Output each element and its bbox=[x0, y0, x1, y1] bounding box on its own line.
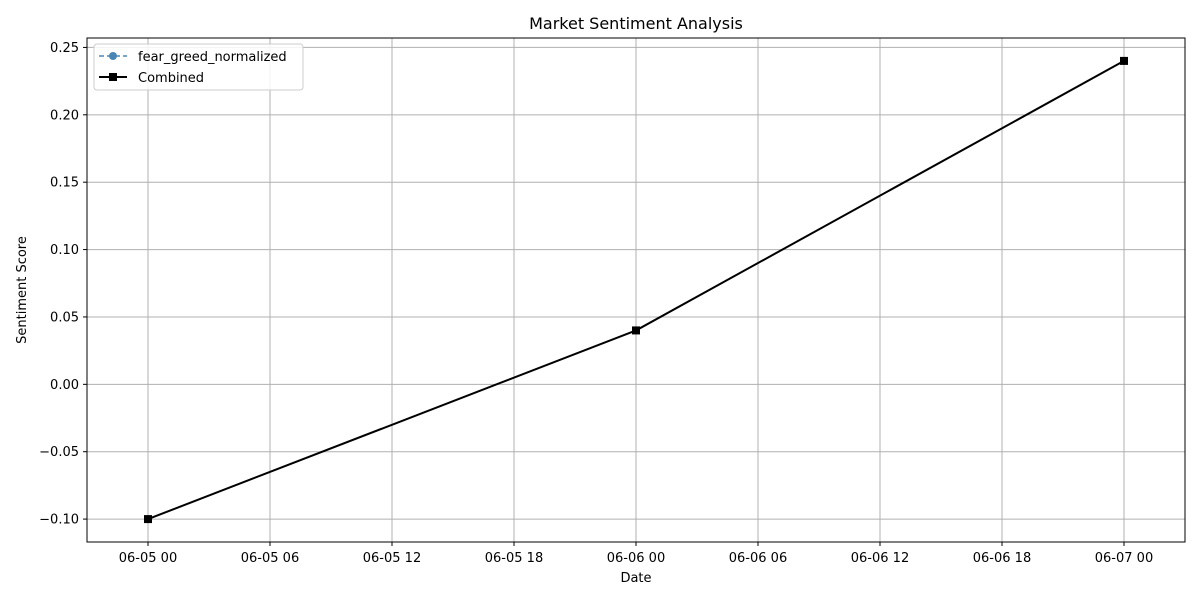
y-axis: −0.10 −0.05 0.00 0.05 0.10 0.15 0.20 0.25 bbox=[39, 41, 87, 528]
grid bbox=[87, 38, 1185, 542]
x-tick-label: 06-06 00 bbox=[607, 551, 665, 566]
x-tick-label: 06-05 18 bbox=[485, 551, 543, 566]
y-tick-label: 0.05 bbox=[50, 310, 79, 325]
y-tick-label: 0.25 bbox=[50, 41, 79, 56]
chart-title: Market Sentiment Analysis bbox=[529, 14, 743, 33]
x-axis-title: Date bbox=[620, 571, 651, 586]
legend-label-combined: Combined bbox=[138, 71, 204, 86]
x-tick-label: 06-06 12 bbox=[851, 551, 909, 566]
x-tick-label: 06-06 18 bbox=[973, 551, 1031, 566]
x-tick-label: 06-06 06 bbox=[729, 551, 787, 566]
y-axis-title: Sentiment Score bbox=[15, 236, 30, 344]
legend-marker-combined bbox=[109, 73, 117, 81]
y-tick-label: 0.00 bbox=[50, 378, 79, 393]
legend: fear_greed_normalized Combined bbox=[93, 43, 304, 91]
series-layer bbox=[144, 56, 1128, 524]
legend-box bbox=[93, 43, 304, 91]
x-tick-label: 06-05 12 bbox=[363, 551, 421, 566]
x-axis: 06-05 00 06-05 06 06-05 12 06-05 18 06-06 00… bbox=[119, 542, 1153, 566]
y-tick-label: 0.15 bbox=[50, 176, 79, 191]
x-tick-label: 06-07 00 bbox=[1095, 551, 1153, 566]
legend-label-fear-greed: fear_greed_normalized bbox=[138, 50, 287, 65]
y-tick-label: −0.05 bbox=[39, 445, 79, 460]
data-point bbox=[1120, 56, 1128, 65]
data-point bbox=[144, 515, 152, 524]
y-tick-label: 0.10 bbox=[50, 243, 79, 258]
data-point bbox=[632, 326, 640, 335]
legend-marker-fear-greed bbox=[109, 52, 117, 60]
x-tick-label: 06-05 06 bbox=[241, 551, 299, 566]
y-tick-label: 0.20 bbox=[50, 108, 79, 123]
y-tick-label: −0.10 bbox=[39, 513, 79, 528]
x-tick-label: 06-05 00 bbox=[119, 551, 177, 566]
